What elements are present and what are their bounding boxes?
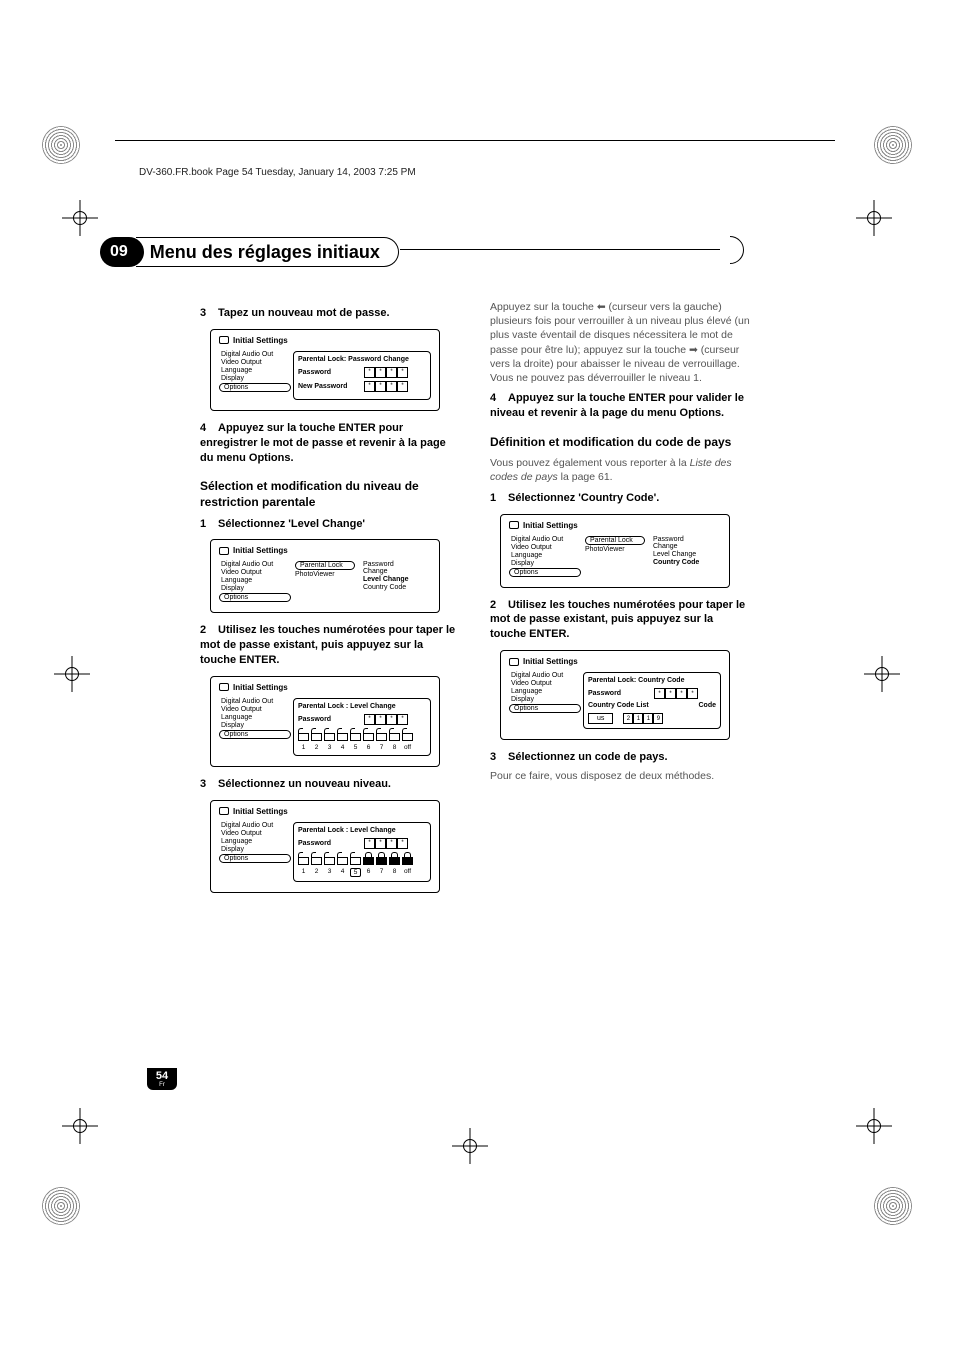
- left-arrow-icon: ⬅: [597, 301, 606, 313]
- chapter-rule-cap: [716, 236, 744, 264]
- para-cursor: Appuyez sur la touche ⬅ (curseur vers la…: [490, 300, 750, 385]
- step-3: 3Tapez un nouveau mot de passe.: [200, 306, 460, 321]
- chapter-rule: [400, 249, 720, 251]
- para-methods: Pour ce faire, vous disposez de deux mét…: [490, 769, 750, 783]
- step-2b: 2Utilisez les touches numérotées pour ta…: [200, 623, 460, 668]
- right-column: Appuyez sur la touche ⬅ (curseur vers la…: [490, 300, 750, 903]
- disc-icon: [219, 547, 229, 555]
- para-ref: Vous pouvez également vous reporter à la…: [490, 456, 750, 484]
- settings-level-menu: Initial Settings Digital Audio Out Video…: [210, 539, 440, 613]
- step-1b: 1Sélectionnez 'Level Change': [200, 517, 460, 532]
- step-3b: 3Sélectionnez un nouveau niveau.: [200, 777, 460, 792]
- left-column: 3Tapez un nouveau mot de passe. Initial …: [200, 300, 460, 903]
- disc-icon: [219, 807, 229, 815]
- frame-rule: [115, 140, 835, 141]
- crosshair: [856, 200, 892, 236]
- subhead-level: Sélection et modification du niveau de r…: [200, 479, 460, 510]
- running-header: DV-360.FR.book Page 54 Tuesday, January …: [139, 167, 416, 178]
- chapter-title: Menu des réglages initiaux: [150, 242, 380, 263]
- step-1r: 1Sélectionnez 'Country Code'.: [490, 491, 750, 506]
- crosshair: [864, 656, 900, 692]
- disc-icon: [509, 521, 519, 529]
- right-arrow-icon: ➡: [689, 344, 698, 356]
- disc-icon: [219, 336, 229, 344]
- crosshair: [856, 1108, 892, 1144]
- print-ring: [874, 126, 912, 164]
- disc-icon: [219, 683, 229, 691]
- crosshair: [452, 1128, 488, 1164]
- settings-level-select: Initial Settings Digital Audio Out Video…: [210, 800, 440, 893]
- settings-country-code: Initial Settings Digital Audio Out Video…: [500, 650, 730, 740]
- step-4r: 4Appuyez sur la touche ENTER pour valide…: [490, 391, 750, 421]
- crosshair: [54, 656, 90, 692]
- print-ring: [42, 126, 80, 164]
- print-ring: [42, 1187, 80, 1225]
- settings-level-pw: Initial Settings Digital Audio Out Video…: [210, 676, 440, 767]
- step-3r: 3Sélectionnez un code de pays.: [490, 750, 750, 765]
- chapter-number: 09: [110, 243, 128, 261]
- crosshair: [62, 200, 98, 236]
- subhead-country: Définition et modification du code de pa…: [490, 435, 750, 451]
- settings-password-change: Initial Settings Digital Audio Out Video…: [210, 329, 440, 411]
- disc-icon: [509, 658, 519, 666]
- print-ring: [874, 1187, 912, 1225]
- chapter-header: 09 Menu des réglages initiaux: [100, 235, 399, 269]
- step-2r: 2Utilisez les touches numérotées pour ta…: [490, 598, 750, 643]
- settings-country-menu: Initial Settings Digital Audio Out Video…: [500, 514, 730, 588]
- crosshair: [62, 1108, 98, 1144]
- step-4: 4Appuyez sur la touche ENTER pour enregi…: [200, 421, 460, 466]
- page-number-badge: 54 Fr: [147, 1068, 177, 1090]
